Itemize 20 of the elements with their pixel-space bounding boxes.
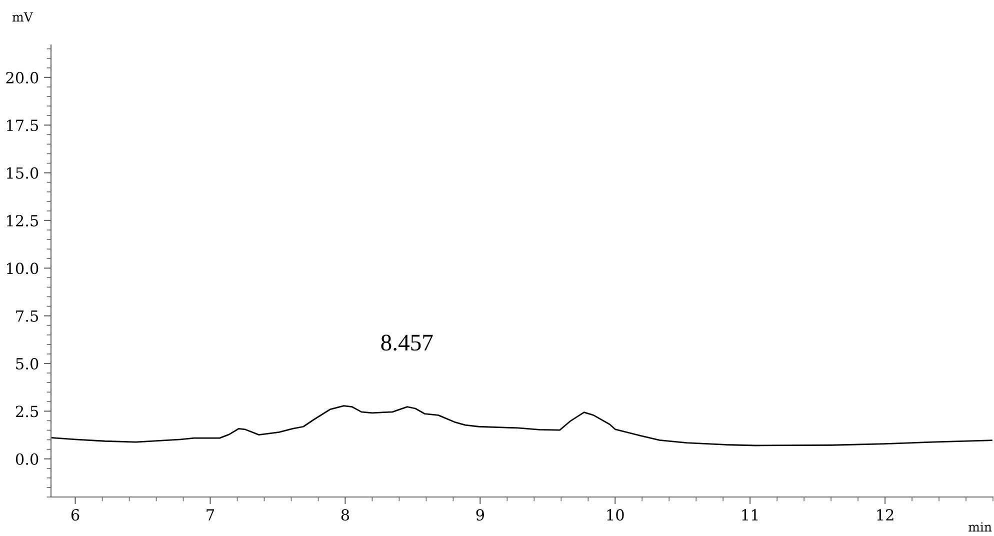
y-tick-label: 15.0	[7, 167, 38, 179]
y-axis-title: mV	[12, 12, 34, 22]
y-tick-label: 17.5	[7, 120, 38, 132]
y-tick-label: 7.5	[16, 310, 38, 322]
x-axis-title: min	[968, 522, 992, 532]
y-tick-label: 5.0	[16, 358, 38, 370]
x-tick-label: 7	[206, 509, 214, 520]
y-tick-label: 12.5	[7, 214, 38, 226]
x-tick-label: 11	[742, 509, 758, 520]
line-series	[51, 405, 992, 446]
annotation: 8.457	[381, 334, 433, 351]
x-tick-label: 8	[341, 509, 350, 521]
x-tick-label: 10	[607, 509, 624, 521]
x-tick-label: 9	[476, 509, 484, 521]
x-tick-label: 6	[71, 509, 80, 521]
y-tick-label: 2.5	[16, 406, 38, 418]
y-tick-label: 10.0	[7, 262, 38, 274]
y-tick-label: 20.0	[6, 72, 38, 84]
y-tick-label: 0.0	[16, 453, 38, 465]
x-tick-label: 12	[877, 509, 894, 520]
